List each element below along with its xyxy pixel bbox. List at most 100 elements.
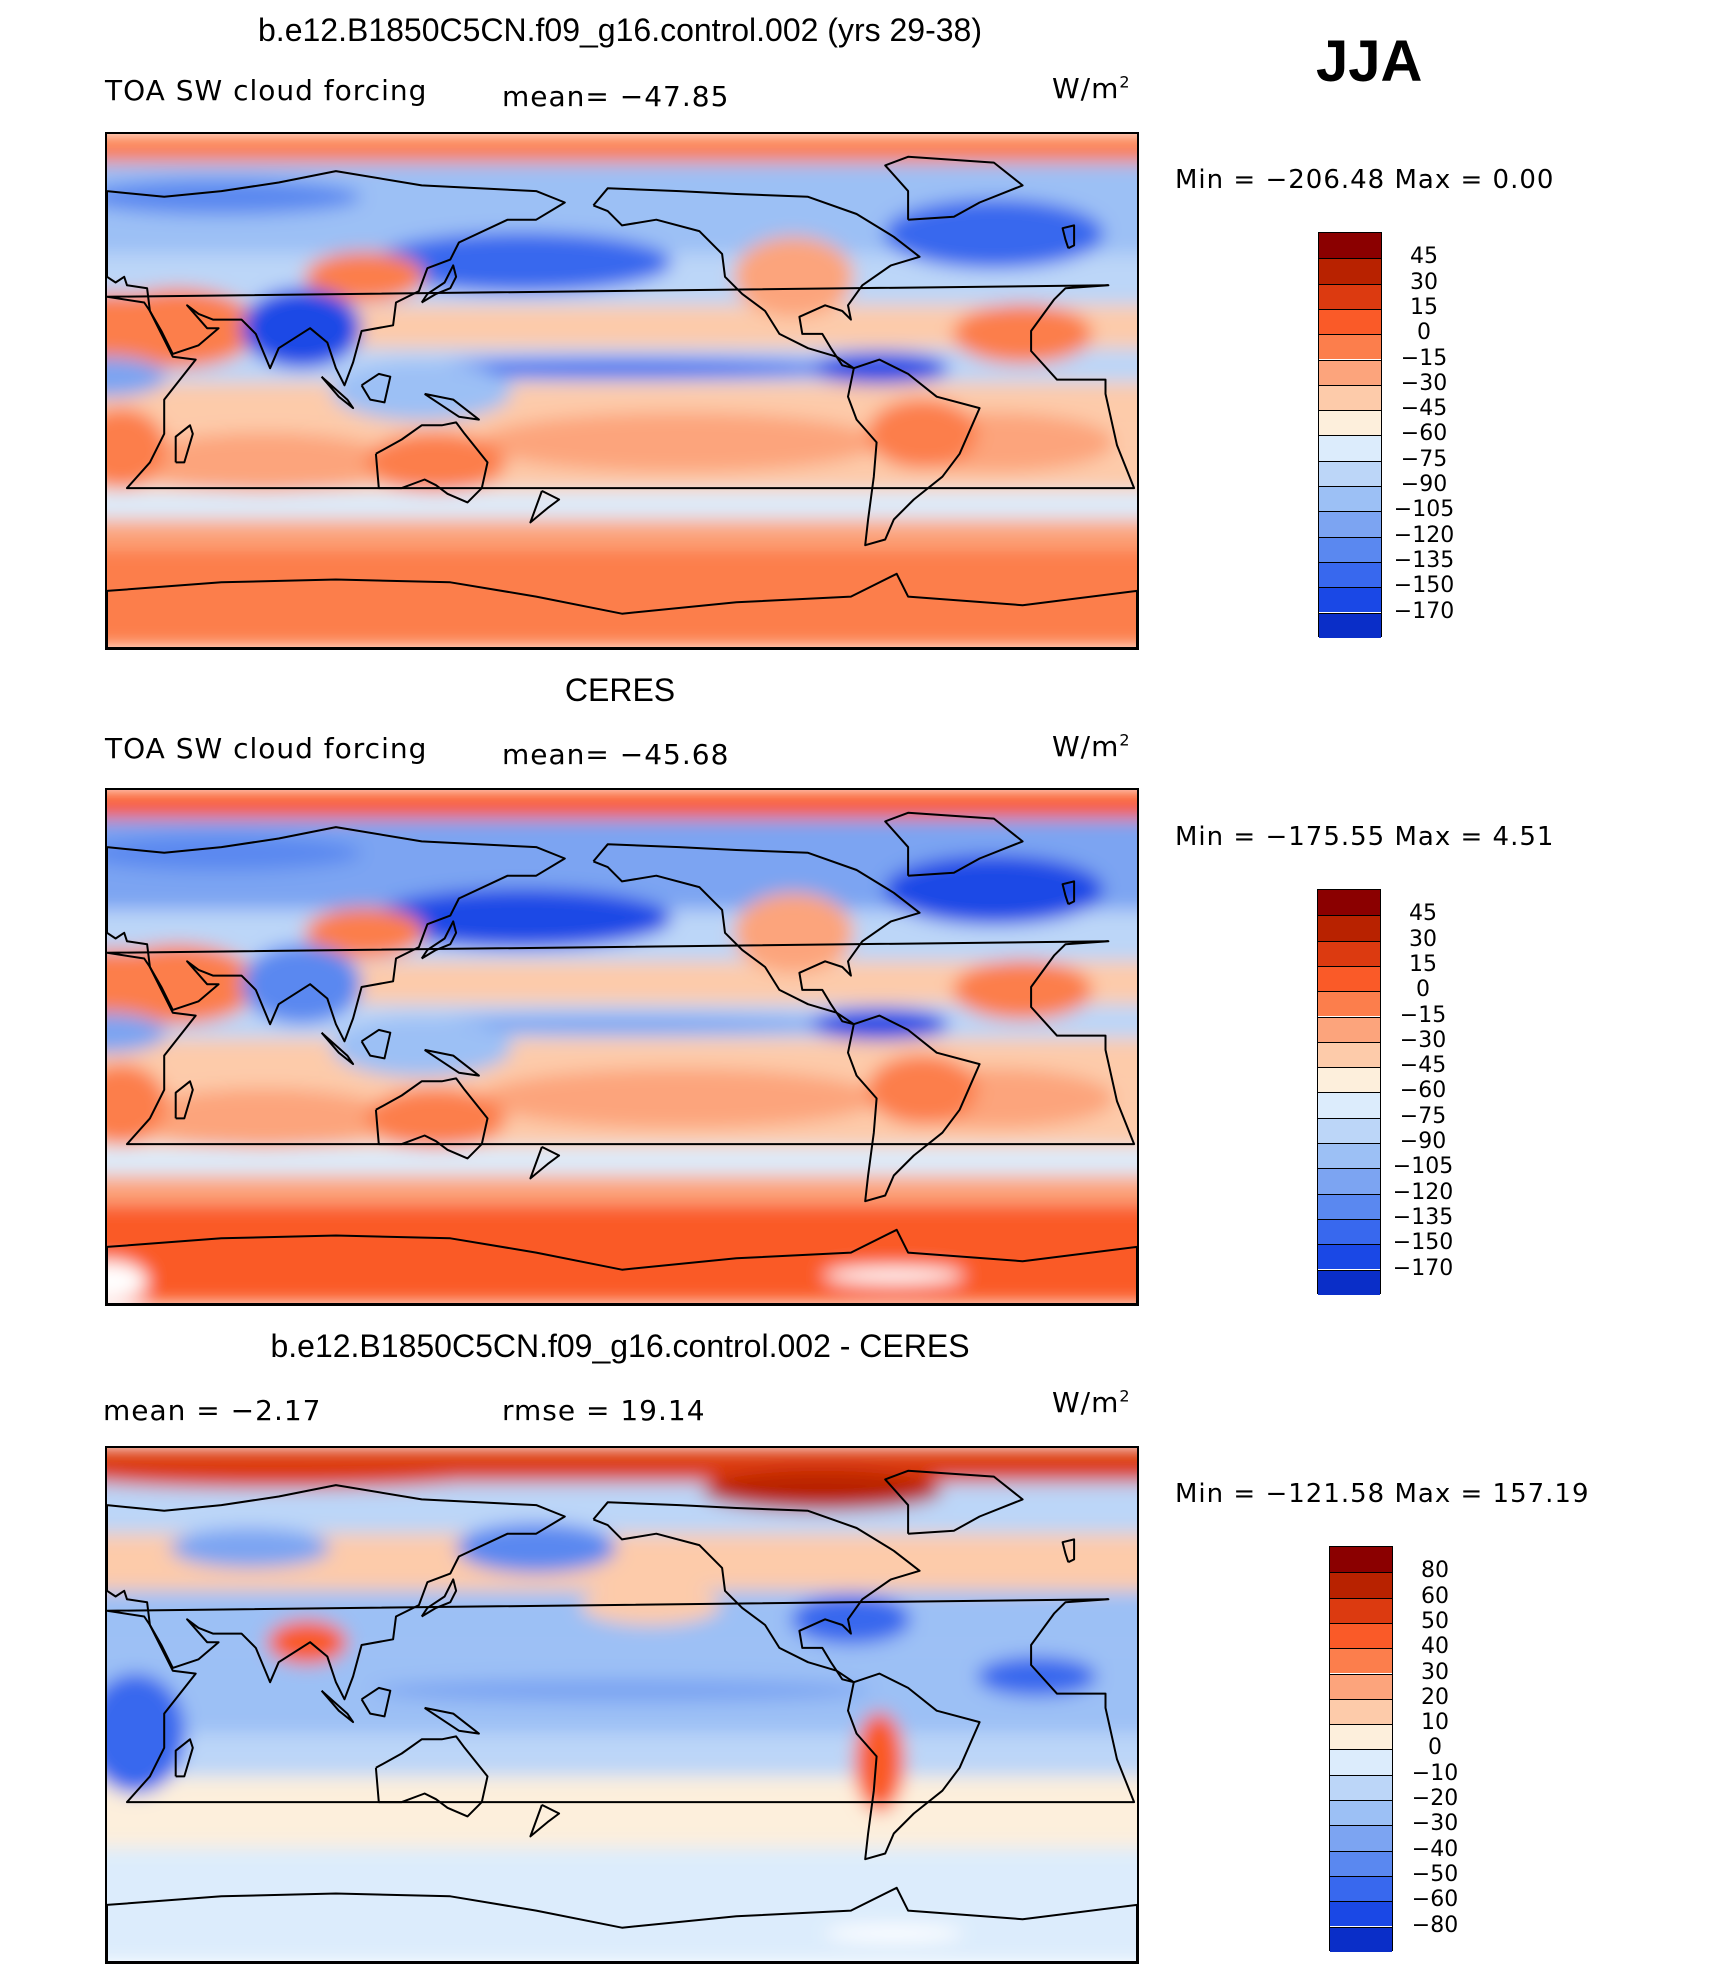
colorbar-swatch (1319, 435, 1381, 461)
contour-region (823, 1267, 964, 1284)
coastline (360, 1686, 392, 1718)
colorbar-swatch (1319, 233, 1381, 259)
panel-1-variable-label: TOA SW cloud forcing (105, 74, 428, 107)
colorbar-tick-label: −30 (1400, 370, 1448, 396)
colorbar-swatch (1318, 915, 1380, 941)
contour-band (107, 519, 1137, 549)
coastline (320, 1689, 355, 1724)
colorbar-swatch (1319, 308, 1381, 335)
colorbar-swatch (1318, 1269, 1380, 1295)
coastline (420, 264, 458, 304)
colorbar-swatch (1330, 1800, 1392, 1826)
colorbar-tick-label: −120 (1392, 1179, 1454, 1205)
colorbar-tick-label: −75 (1399, 1103, 1447, 1129)
colorbar-tick-label: −90 (1399, 1129, 1447, 1154)
colorbar-swatch (1318, 991, 1380, 1017)
colorbar-tick-label: 0 (1428, 1735, 1442, 1761)
coastline (107, 572, 1137, 648)
panel-3-map (105, 1446, 1139, 1964)
colorbar-swatch (1318, 1067, 1380, 1093)
coastline (884, 155, 1024, 221)
colorbar-tick-label: −135 (1393, 547, 1455, 573)
coastline (107, 826, 566, 1043)
contour-region (382, 1014, 862, 1035)
coastline (424, 1048, 480, 1077)
colorbar-tick-label: −150 (1393, 573, 1455, 599)
colorbar-swatch (1330, 1901, 1392, 1927)
panel-3-units: W/m2 (1052, 1386, 1131, 1419)
contour-region (479, 412, 880, 473)
colorbar-tick-label: −120 (1393, 522, 1455, 548)
colorbar-tick-label: −50 (1411, 1861, 1459, 1887)
contour-region (867, 398, 978, 469)
colorbar-swatch (1319, 283, 1381, 309)
colorbar-tick-label: 30 (1409, 926, 1437, 952)
contour-region (823, 1925, 964, 1942)
colorbar-swatch (1319, 486, 1381, 512)
contour-region (854, 1712, 905, 1813)
colorbar-swatch (1330, 1547, 1392, 1573)
contour-region (107, 1064, 167, 1145)
coastline (529, 1146, 561, 1180)
panel-3-rmse-label: rmse = 19.14 (502, 1394, 706, 1427)
coastline (320, 375, 355, 410)
colorbar-tick-label: −170 (1393, 598, 1455, 624)
colorbar-swatches (1318, 232, 1382, 638)
coastline (847, 1672, 981, 1861)
colorbar-tick-label: −15 (1400, 345, 1448, 371)
contour-region (304, 251, 425, 302)
panel-3-mean-label: mean = −2.17 (103, 1394, 322, 1427)
colorbar-tick-label: −105 (1393, 497, 1455, 523)
coastline (360, 372, 392, 404)
contour-region (134, 1088, 395, 1149)
contour-region (331, 361, 512, 421)
colorbar-tick-label: 45 (1409, 901, 1437, 927)
contour-band (107, 1482, 1137, 1534)
colorbar-tick-label: 50 (1421, 1608, 1449, 1634)
colorbar-swatch (1318, 890, 1380, 916)
colorbar-tick-label: 20 (1421, 1684, 1449, 1710)
colorbar-tick-label: 60 (1421, 1583, 1449, 1609)
coastline (374, 421, 489, 504)
coastline (174, 1738, 194, 1778)
season-label: JJA (1316, 29, 1423, 94)
panel-2-variable-label: TOA SW cloud forcing (105, 732, 428, 765)
colorbar-swatch (1318, 965, 1380, 992)
colorbar-swatch (1319, 258, 1381, 284)
contour-band (107, 1146, 1137, 1176)
coastline (424, 1706, 480, 1735)
colorbar-tick-label: −60 (1400, 421, 1448, 447)
contour-region (107, 834, 362, 871)
colorbar-tick-label: −170 (1392, 1255, 1454, 1281)
colorbar-swatch (1319, 410, 1381, 436)
colorbar-tick-label: −60 (1399, 1078, 1447, 1104)
panel-2-title: CERES (564, 672, 676, 708)
colorbar-swatch (1319, 612, 1381, 638)
colorbar-tick-label: −105 (1392, 1154, 1454, 1180)
coastline (1061, 224, 1076, 250)
contour-region (170, 1527, 331, 1568)
contour-region (107, 1673, 186, 1794)
colorbar-swatch (1330, 1850, 1392, 1876)
colorbar-swatch (1318, 1016, 1380, 1042)
contour-region (883, 854, 1104, 925)
panel-1-map (105, 132, 1139, 650)
colorbar-tick-label: 0 (1416, 977, 1430, 1003)
colorbar-tick-label: −135 (1392, 1204, 1454, 1230)
coastline (592, 187, 921, 370)
contour-region (809, 1008, 950, 1041)
colorbar-swatch (1330, 1875, 1392, 1902)
contour-region (702, 1470, 943, 1511)
contour-region (107, 1012, 167, 1053)
contour-band (107, 1204, 1137, 1304)
colorbar-tick-label: −30 (1411, 1811, 1459, 1837)
colorbar-tick-label: −20 (1411, 1786, 1459, 1811)
panel-1-units: W/m2 (1052, 72, 1131, 105)
contour-region (733, 236, 854, 317)
contour-region (107, 288, 259, 369)
coastline (420, 920, 458, 960)
contour-band (107, 1733, 1137, 1777)
contour-region (372, 1678, 872, 1703)
colorbar-tick-label: −45 (1400, 396, 1448, 422)
coastline (1061, 1538, 1076, 1564)
